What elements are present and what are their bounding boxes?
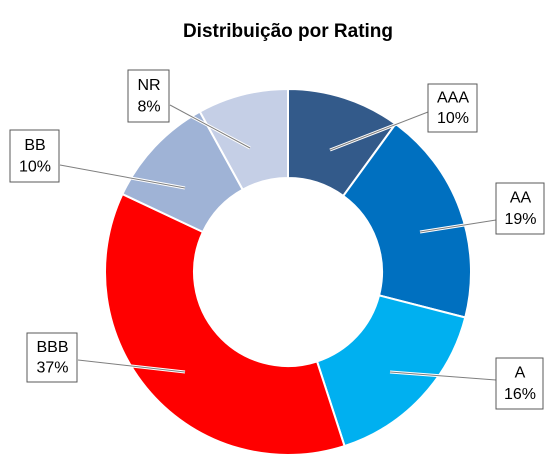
label-box bbox=[427, 83, 478, 133]
leader-line bbox=[59, 164, 186, 189]
label-box bbox=[26, 332, 78, 383]
leader-line bbox=[77, 359, 186, 373]
leader-line bbox=[419, 219, 497, 233]
label-box bbox=[495, 182, 545, 235]
donut-segment bbox=[341, 122, 472, 319]
chart-title: Distribuição por Rating bbox=[183, 21, 393, 42]
data-label-category: AAA bbox=[437, 90, 469, 107]
data-label-category: A bbox=[515, 365, 526, 382]
data-label-category: BBB bbox=[36, 339, 68, 356]
data-label-value: 10% bbox=[437, 110, 469, 127]
label-box bbox=[127, 69, 170, 123]
data-label-category: BB bbox=[24, 137, 45, 154]
donut-segment bbox=[198, 87, 289, 191]
data-label-value: 8% bbox=[137, 99, 160, 116]
leader-line bbox=[169, 104, 251, 149]
leader-line bbox=[329, 111, 429, 151]
donut-segment bbox=[104, 192, 346, 456]
data-label-category: AA bbox=[510, 190, 532, 207]
label-box bbox=[9, 129, 60, 183]
data-label-category: NR bbox=[137, 77, 160, 94]
data-label-value: 10% bbox=[19, 159, 51, 176]
leader-line bbox=[389, 371, 497, 381]
data-label-value: 37% bbox=[36, 359, 68, 376]
data-label-value: 16% bbox=[504, 386, 536, 403]
label-box bbox=[495, 357, 544, 410]
data-label-value: 19% bbox=[504, 211, 536, 228]
